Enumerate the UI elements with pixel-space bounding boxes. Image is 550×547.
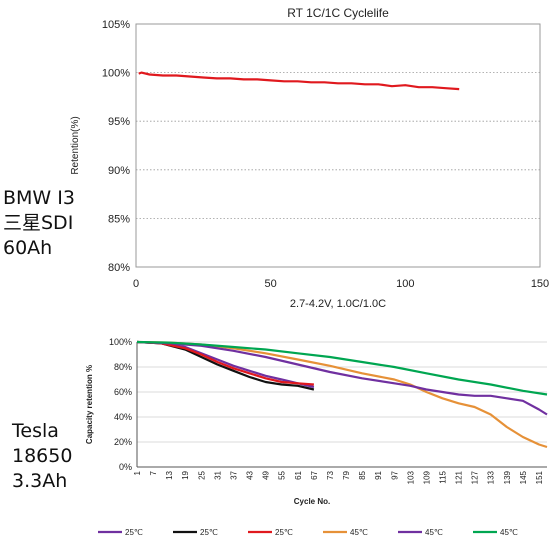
- x-tick-label: 151: [535, 470, 544, 484]
- legend-label: 25℃: [275, 528, 293, 537]
- tesla-18650-label: Tesla 18650 3.3Ah: [12, 420, 73, 492]
- x-tick-label: 50: [265, 278, 277, 290]
- y-tick-label: 100%: [109, 337, 132, 347]
- x-tick-label: 55: [278, 470, 287, 479]
- x-tick-label: 91: [374, 470, 383, 479]
- legend-label: 45℃: [350, 528, 368, 537]
- x-tick-label: 67: [310, 470, 319, 479]
- x-tick-label: 145: [519, 470, 528, 484]
- x-tick-label: 115: [439, 470, 448, 483]
- y-tick-label: 80%: [108, 262, 130, 274]
- x-tick-label: 133: [487, 470, 496, 484]
- x-tick-label: 79: [342, 470, 351, 479]
- x-tick-label: 103: [406, 470, 415, 484]
- series-line: [136, 340, 548, 449]
- series-line: [138, 71, 460, 91]
- x-tick-label: 73: [326, 470, 335, 479]
- x-tick-label: 61: [294, 470, 303, 479]
- y-tick-label: 95%: [108, 116, 130, 128]
- legend-label: 25℃: [125, 528, 143, 537]
- y-axis-label: Retention(%): [70, 116, 81, 174]
- x-tick-label: 85: [358, 470, 367, 479]
- y-tick-label: 40%: [114, 412, 132, 422]
- series-line: [136, 340, 314, 386]
- y-tick-label: 20%: [114, 437, 132, 447]
- x-tick-label: 139: [503, 470, 512, 484]
- x-axis-label: Cycle No.: [294, 497, 330, 506]
- plot-area: [135, 23, 541, 268]
- x-tick-label: 127: [471, 470, 480, 484]
- y-tick-label: 105%: [102, 19, 130, 31]
- bmw-i3-label: BMW I3 三星SDI 60Ah: [3, 187, 75, 259]
- series-line: [136, 340, 548, 396]
- x-tick-label: 97: [390, 470, 399, 479]
- chart-title: RT 1C/1C Cyclelife: [287, 6, 389, 20]
- x-tick-label: 0: [133, 278, 139, 290]
- x-tick-label: 109: [422, 470, 431, 484]
- x-tick-label: 31: [213, 470, 222, 479]
- legend-label: 25℃: [200, 528, 218, 537]
- x-tick-label: 25: [197, 470, 206, 479]
- legend-label: 45℃: [425, 528, 443, 537]
- legend-label: 45℃: [500, 528, 518, 537]
- y-tick-label: 85%: [108, 213, 130, 225]
- x-tick-label: 7: [149, 470, 158, 475]
- x-tick-label: 150: [531, 278, 549, 290]
- y-tick-label: 100%: [102, 68, 130, 80]
- y-tick-label: 0%: [119, 462, 132, 472]
- x-tick-label: 19: [181, 470, 190, 479]
- y-tick-label: 80%: [114, 362, 132, 372]
- x-tick-label: 100: [396, 278, 414, 290]
- x-tick-label: 37: [230, 470, 239, 479]
- x-tick-label: 13: [165, 470, 174, 479]
- cyclelife-chart: 80% 85% 90% 95% 100% 105% 0 50 100 150 RT 1C/1C Cy…: [70, 6, 549, 310]
- y-tick-label: 90%: [108, 165, 130, 177]
- x-tick-label: 1: [133, 470, 142, 475]
- x-tick-label: 43: [246, 470, 255, 479]
- series-line: [136, 340, 548, 416]
- x-axis-label: 2.7-4.2V, 1.0C/1.0C: [290, 298, 386, 310]
- y-tick-label: 60%: [114, 387, 132, 397]
- x-tick-label: 121: [455, 470, 464, 484]
- y-axis-label: Capacity retention %: [85, 365, 94, 444]
- x-tick-label: 49: [262, 470, 271, 479]
